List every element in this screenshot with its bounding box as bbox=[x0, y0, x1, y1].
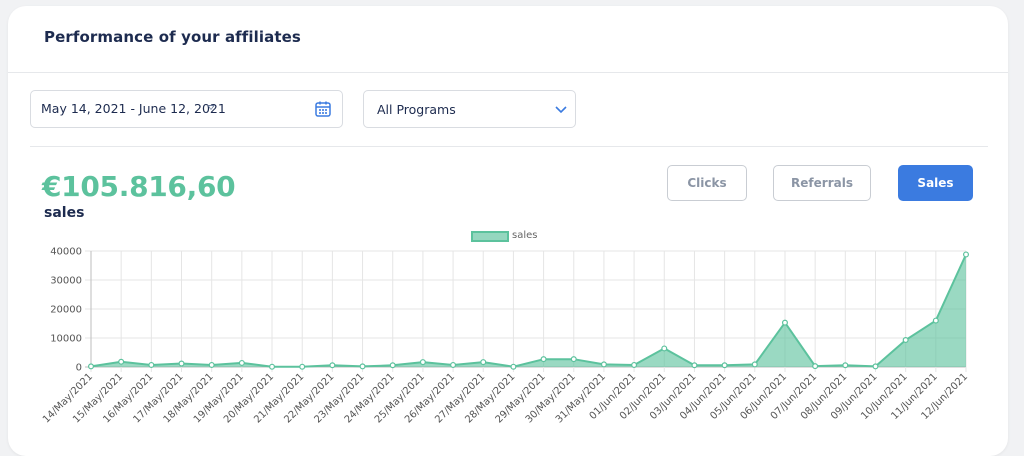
sales-data-point bbox=[480, 359, 487, 366]
sales-data-point bbox=[510, 363, 517, 370]
date-range-value: May 14, 2021 - June 12, 2021 bbox=[41, 101, 226, 116]
sales-data-point bbox=[419, 359, 426, 366]
sales-data-point bbox=[299, 363, 306, 370]
y-tick-label: 10000 bbox=[50, 334, 82, 345]
sales-data-point bbox=[148, 361, 155, 368]
sales-data-point bbox=[389, 362, 396, 369]
sales-data-point bbox=[721, 362, 728, 369]
total-sales-label: sales bbox=[44, 205, 85, 221]
sales-data-point bbox=[359, 363, 366, 370]
card-title: Performance of your affiliates bbox=[44, 28, 301, 46]
sales-button[interactable]: Sales bbox=[898, 165, 973, 201]
sales-data-point bbox=[691, 362, 698, 369]
sales-area-fill bbox=[91, 254, 966, 367]
y-tick-label: 20000 bbox=[50, 305, 82, 316]
affiliate-performance-card: Performance of your affiliates May 14, 2… bbox=[8, 6, 1008, 456]
clicks-button[interactable]: Clicks bbox=[667, 165, 747, 201]
calendar-icon[interactable] bbox=[314, 100, 332, 118]
sales-data-point bbox=[781, 319, 788, 326]
chevron-down-icon[interactable] bbox=[554, 104, 568, 116]
legend-label: sales bbox=[512, 230, 538, 241]
sales-data-point bbox=[842, 362, 849, 369]
sales-data-point bbox=[269, 363, 276, 370]
sales-data-point bbox=[238, 359, 245, 366]
sales-data-point bbox=[600, 361, 607, 368]
sales-data-point bbox=[118, 358, 125, 365]
header-divider bbox=[8, 72, 1008, 73]
filters-divider bbox=[30, 146, 988, 147]
program-select-value: All Programs bbox=[377, 102, 456, 117]
sales-data-point bbox=[661, 345, 668, 352]
sales-data-point bbox=[812, 363, 819, 370]
sales-area-chart: 01000020000300004000014/May/202115/May/2… bbox=[41, 247, 970, 426]
legend-swatch[interactable] bbox=[471, 231, 509, 242]
total-sales-value: €105.816,60 bbox=[42, 170, 236, 203]
sales-data-point bbox=[570, 356, 577, 363]
y-tick-label: 40000 bbox=[50, 247, 82, 258]
sales-data-point bbox=[178, 360, 185, 367]
y-tick-label: 0 bbox=[76, 363, 82, 374]
sales-data-point bbox=[751, 361, 758, 368]
referrals-button[interactable]: Referrals bbox=[773, 165, 871, 201]
sales-data-point bbox=[540, 356, 547, 363]
sales-data-point bbox=[450, 361, 457, 368]
sales-data-point bbox=[329, 362, 336, 369]
sales-data-point bbox=[631, 361, 638, 368]
y-tick-label: 30000 bbox=[50, 276, 82, 287]
sales-data-point bbox=[932, 317, 939, 324]
caret-down-icon[interactable] bbox=[207, 105, 215, 110]
sales-series-line bbox=[90, 254, 967, 368]
sales-data-point bbox=[902, 337, 909, 344]
sales-data-point bbox=[962, 251, 969, 258]
sales-data-point bbox=[87, 363, 94, 370]
sales-data-point bbox=[872, 363, 879, 370]
date-range-picker[interactable]: May 14, 2021 - June 12, 2021 bbox=[30, 90, 343, 128]
program-select[interactable]: All Programs bbox=[363, 90, 576, 128]
sales-data-point bbox=[208, 361, 215, 368]
